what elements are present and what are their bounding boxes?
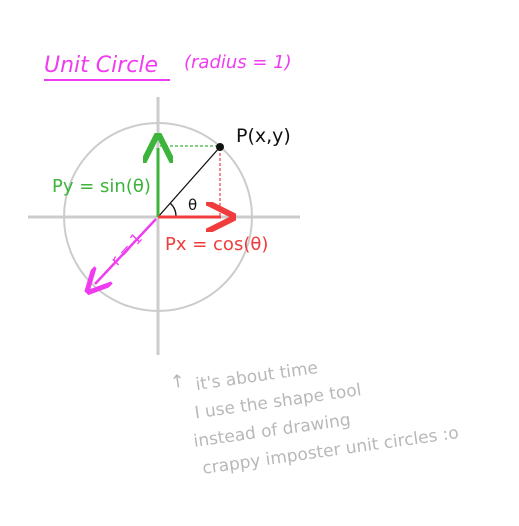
point-p-label: P(x,y) <box>236 125 291 147</box>
theta-arc <box>169 202 177 218</box>
title-suffix: (radius = 1) <box>184 52 292 73</box>
point-p <box>216 143 224 151</box>
radius-line-to-point <box>157 146 221 218</box>
theta-label: θ <box>188 196 197 214</box>
diagram-title: Unit Circle <box>44 53 158 78</box>
side-note: ↑ it's about time I use the shape tool i… <box>169 358 460 479</box>
px-label: Px = cos(θ) <box>165 234 268 255</box>
note-arrow: ↑ <box>169 371 187 394</box>
radius-arrow <box>95 218 157 284</box>
py-label: Py = sin(θ) <box>52 176 151 197</box>
unit-circle <box>63 122 253 312</box>
